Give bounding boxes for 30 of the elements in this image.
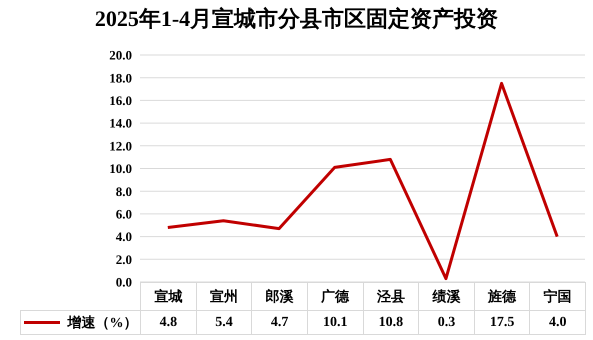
y-tick-label: 16.0 — [109, 93, 132, 108]
chart-title: 2025年1-4月宣城市分县市区固定资产投资 — [94, 5, 500, 33]
data-label: 10.1 — [306, 310, 364, 335]
legend-label: 增速（%） — [68, 314, 138, 332]
y-tick-label: 14.0 — [109, 116, 132, 131]
y-tick-label: 0.0 — [116, 274, 132, 290]
x-tick-label: 宁国 — [529, 282, 586, 311]
x-tick-label: 旌德 — [474, 282, 530, 311]
y-tick-label: 20.0 — [109, 48, 132, 63]
data-label: 17.5 — [474, 310, 530, 335]
data-label: 5.4 — [196, 310, 252, 335]
data-label: 4.7 — [251, 310, 308, 335]
x-tick-label: 广德 — [306, 282, 364, 311]
y-tick-label: 10.0 — [109, 161, 132, 176]
x-tick-label: 泾县 — [362, 282, 420, 311]
x-tick-label: 绩溪 — [418, 282, 475, 311]
data-label: 0.3 — [418, 310, 475, 335]
data-label: 10.8 — [362, 310, 420, 335]
y-tick-label: 12.0 — [109, 138, 132, 154]
line-series — [166, 82, 559, 280]
y-tick-label: 2.0 — [116, 252, 132, 267]
data-label: 4.8 — [140, 310, 197, 335]
y-tick-label: 18.0 — [109, 70, 132, 86]
x-tick-label: 郎溪 — [251, 282, 308, 311]
x-tick-label: 宣州 — [196, 282, 252, 311]
y-tick-label: 8.0 — [116, 184, 132, 199]
y-tick-label: 6.0 — [116, 206, 132, 222]
data-label: 4.0 — [529, 310, 586, 335]
x-tick-label: 宣城 — [140, 282, 197, 311]
y-tick-label: 4.0 — [116, 229, 132, 244]
